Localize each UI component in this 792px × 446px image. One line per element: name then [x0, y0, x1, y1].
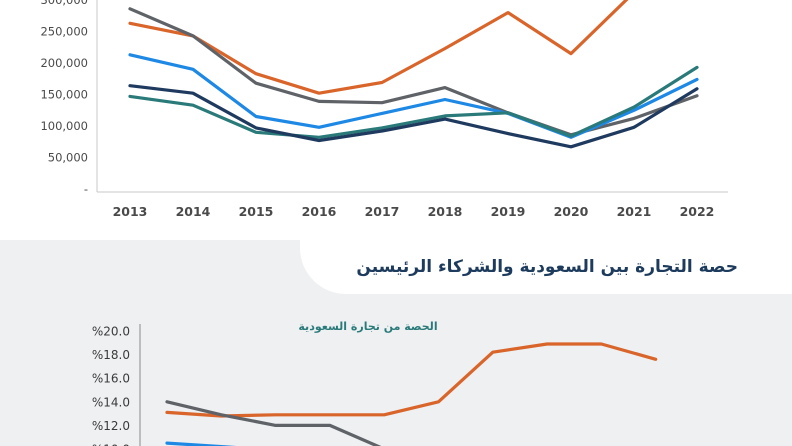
x-tick-label: 2020 [554, 204, 589, 219]
x-tick-label: 2014 [176, 204, 211, 219]
section-title-tab [300, 240, 792, 294]
series-line [165, 342, 658, 418]
x-tick-label: 2021 [617, 204, 652, 219]
series-line [128, 7, 699, 137]
y-tick-label: %12.0 [92, 419, 130, 433]
y-tick-label: 250,000 [40, 25, 88, 39]
series-line [128, 0, 629, 95]
y-tick-label: 150,000 [40, 88, 88, 102]
y-tick-label: %20.0 [92, 325, 130, 339]
trade-value-chart: - 50,000 100,000 150,000 200,000 250,000 300,0… [40, 0, 728, 219]
x-tick-label: 2015 [239, 204, 274, 219]
y-tick-label: 50,000 [48, 151, 88, 165]
series-line [128, 53, 699, 139]
x-tick-label: 2019 [491, 204, 526, 219]
y-tick-label: %14.0 [92, 395, 130, 409]
y-tick-label: - [84, 182, 88, 196]
y-tick-label: 300,000 [40, 0, 88, 7]
y-tick-label: %10.0 [92, 443, 130, 446]
section-title: حصة التجارة بين السعودية والشركاء الرئيس… [356, 257, 738, 277]
x-tick-label: 2018 [428, 204, 463, 219]
x-tick-label: 2022 [680, 204, 715, 219]
y-tick-label: 200,000 [40, 56, 88, 70]
x-tick-label: 2016 [302, 204, 337, 219]
y-tick-label: %18.0 [92, 348, 130, 362]
x-tick-label: 2017 [365, 204, 400, 219]
series-line [128, 84, 699, 149]
x-tick-label: 2013 [113, 204, 148, 219]
chart-title: الحصة من تجارة السعودية [298, 320, 437, 333]
y-tick-label: 100,000 [40, 119, 88, 133]
trade-share-chart: الحصة من تجارة السعودية %10.0 %12.0 %14.0%… [92, 320, 658, 446]
y-tick-label: %16.0 [92, 372, 130, 386]
series-line [128, 65, 699, 139]
series-line [165, 400, 382, 446]
